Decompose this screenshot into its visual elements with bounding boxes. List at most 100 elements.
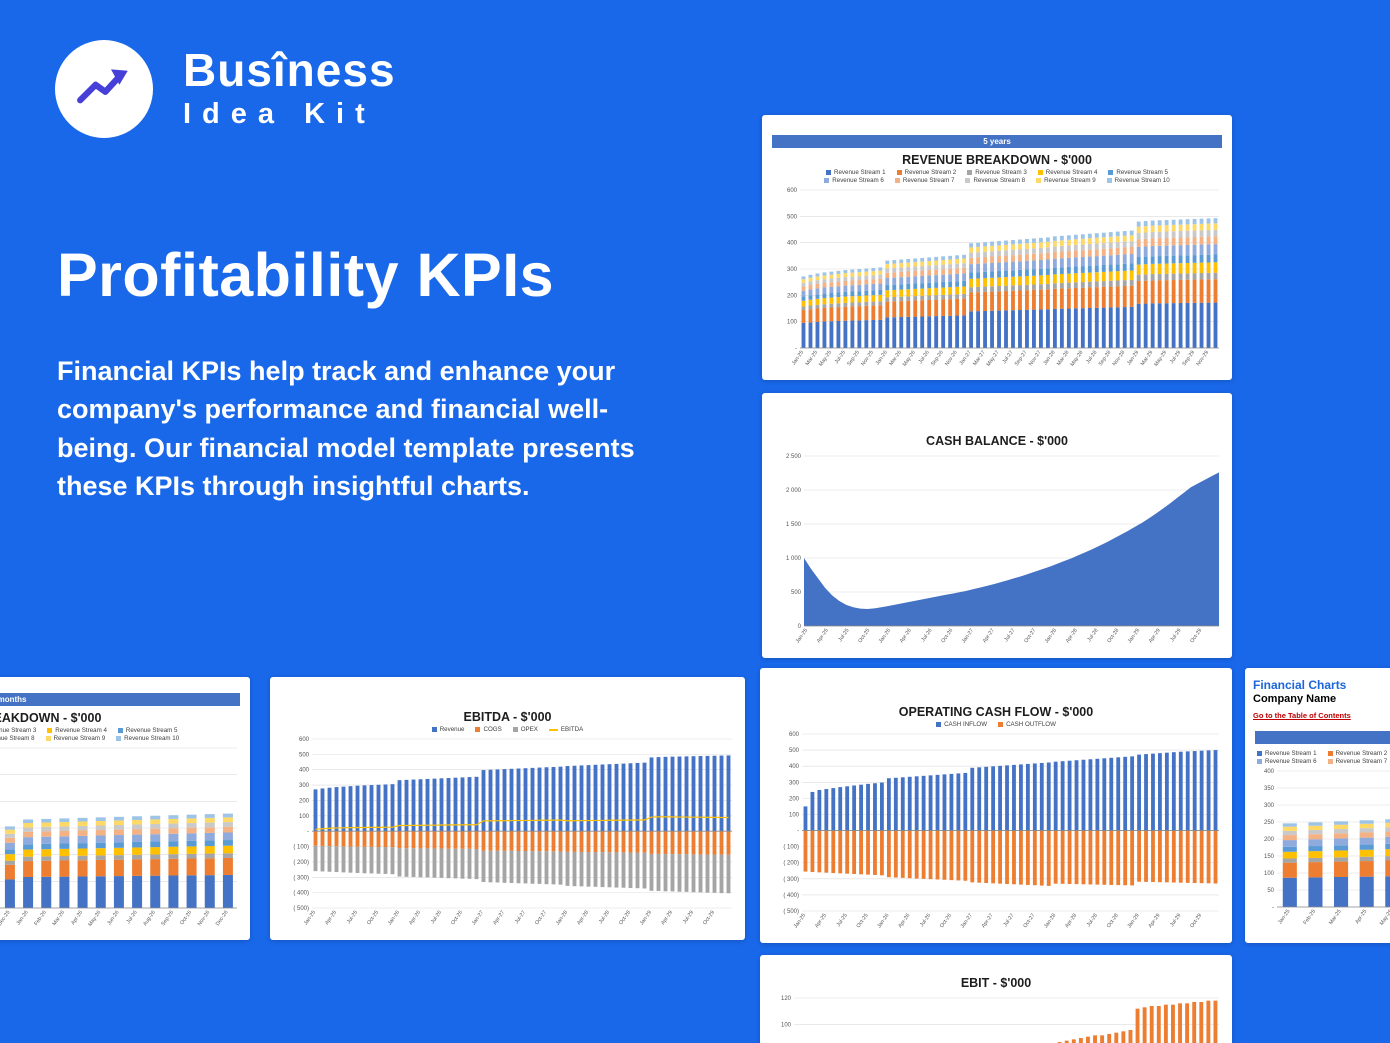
svg-text:Apr-25: Apr-25 (814, 913, 828, 930)
legend-line-marker (548, 728, 558, 731)
svg-text:500: 500 (787, 214, 798, 220)
side-card-header: Financial Charts Company Name Go to the … (1253, 678, 1390, 723)
svg-text:Apr-25: Apr-25 (816, 628, 830, 645)
svg-text:Mar-25: Mar-25 (1328, 909, 1343, 926)
legend-label: CASH INFLOW (944, 721, 988, 728)
brand-line2: Idea Kit (183, 97, 376, 130)
chart-legend: Revenue COGS OPEX EBITDA (278, 726, 737, 733)
ebitda-chart-svg: 600 500 400 300 200 100 - ( 100) ( 200) ( 300) ( 4… (293, 737, 732, 927)
legend-swatch (1257, 759, 1262, 764)
svg-text:Apr-28: Apr-28 (1064, 913, 1078, 930)
svg-text:Jul-27: Jul-27 (1002, 913, 1015, 928)
svg-text:Jan-26: Jan-26 (16, 910, 30, 927)
svg-text:Jul-28: Jul-28 (1085, 350, 1098, 365)
legend-label: Revenue Stream 10 (124, 735, 180, 742)
svg-text:Oct-27: Oct-27 (534, 910, 548, 927)
svg-text:Jan-29: Jan-29 (1127, 628, 1141, 645)
trend-arrow-icon (77, 69, 128, 104)
legend-item: CASH INFLOW (936, 721, 987, 728)
svg-text:Jul-29: Jul-29 (682, 910, 695, 925)
legend-item: CASH OUTFLOW (998, 721, 1056, 728)
svg-text:( 400): ( 400) (783, 893, 799, 899)
svg-text:Jul-26: Jul-26 (126, 910, 139, 925)
svg-text:Jul-29: Jul-29 (1169, 628, 1182, 643)
legend-swatch (47, 728, 53, 733)
svg-text:Sep-27: Sep-27 (1014, 350, 1029, 367)
legend-swatch (512, 727, 518, 732)
legend-swatch (896, 170, 902, 175)
svg-text:( 500): ( 500) (293, 906, 309, 912)
legend-label: CASH OUTFLOW (1006, 721, 1056, 728)
svg-text:( 500): ( 500) (783, 909, 799, 915)
svg-text:Nov-26: Nov-26 (944, 350, 959, 367)
legend-swatch (1327, 759, 1333, 764)
svg-text:Jul-26: Jul-26 (430, 910, 443, 925)
legend-item: Revenue Stream 1 (1257, 750, 1317, 757)
ebit-chart-svg: 12010080604020-Jan-25Apr-25Jul-25Oct-25J… (781, 996, 1219, 1043)
svg-text:500: 500 (789, 748, 800, 754)
svg-text:300: 300 (299, 783, 310, 789)
legend-swatch (1106, 178, 1112, 183)
svg-text:100: 100 (781, 1023, 792, 1029)
svg-text:Jul-29: Jul-29 (1169, 913, 1182, 928)
svg-text:400: 400 (789, 764, 800, 770)
legend-item: Revenue Stream 10 (1106, 177, 1170, 184)
legend-item: Revenue Stream 2 (896, 169, 957, 176)
legend-swatch (894, 178, 900, 183)
table-of-contents-link[interactable]: Go to the Table of Contents (1253, 711, 1351, 720)
svg-text:( 200): ( 200) (293, 860, 309, 866)
legend-item: Revenue Stream 5 (1108, 169, 1168, 176)
svg-text:Oct-26: Oct-26 (179, 910, 193, 927)
period-badge: 5 years (772, 135, 1222, 148)
svg-text:300: 300 (789, 780, 800, 786)
legend-label: Revenue Stream 2 (904, 169, 957, 176)
svg-text:Oct-25: Oct-25 (856, 913, 870, 930)
chart-title: EBITDA - $'000 (463, 710, 552, 724)
legend-swatch (431, 727, 437, 732)
brand-wordmark: Busîness Idea Kit (183, 47, 396, 131)
page-description: Financial KPIs help track and enhance yo… (57, 356, 635, 501)
svg-text:May-29: May-29 (1153, 350, 1168, 368)
svg-text:May-26: May-26 (902, 350, 917, 368)
legend-item: Revenue Stream 5 (117, 727, 177, 734)
legend-swatch (1037, 170, 1043, 175)
svg-text:300: 300 (787, 267, 798, 273)
rev24-chart-svg: 600500400300200100-Jan-25Feb-25Mar-25Apr… (0, 747, 237, 928)
svg-text:2 500: 2 500 (786, 454, 802, 460)
svg-text:Jan-26: Jan-26 (875, 350, 889, 367)
legend-item: Revenue Stream 9 (1036, 177, 1096, 184)
chart-title: CASH BALANCE - $'000 (926, 434, 1068, 448)
svg-text:Apr-28: Apr-28 (576, 910, 590, 927)
svg-text:2 000: 2 000 (786, 488, 802, 494)
legend-label: Revenue Stream 10 (1114, 177, 1170, 184)
company-name: Company Name (1253, 693, 1337, 705)
svg-text:Oct-25: Oct-25 (857, 628, 871, 645)
legend-item: Revenue Stream 7 (1327, 758, 1387, 765)
svg-text:Jul-28: Jul-28 (1086, 628, 1099, 643)
svg-text:Oct-26: Oct-26 (450, 910, 464, 927)
svg-text:Sep-29: Sep-29 (1181, 350, 1196, 367)
svg-text:Jan-26: Jan-26 (876, 913, 890, 930)
legend-swatch (826, 170, 832, 175)
chart-card-ebitda: EBITDA - $'000 Revenue COGS OPEX EBITDA 600… (270, 677, 745, 940)
svg-text:Jan-26: Jan-26 (387, 910, 401, 927)
svg-text:Jul-28: Jul-28 (598, 910, 611, 925)
svg-text:-: - (307, 829, 309, 835)
chart-plot: 600500400300200100-Jan-25Feb-25Mar-25Apr… (0, 742, 242, 934)
svg-text:Jan-28: Jan-28 (555, 910, 569, 927)
svg-text:Oct-26: Oct-26 (939, 913, 953, 930)
svg-text:150: 150 (1264, 854, 1275, 860)
brand: Busîness Idea Kit (55, 40, 396, 138)
svg-text:Jul-25: Jul-25 (836, 913, 849, 928)
svg-text:Jan-29: Jan-29 (639, 910, 653, 927)
svg-text:May-26: May-26 (87, 910, 102, 928)
svg-text:Sep-26: Sep-26 (930, 350, 945, 367)
svg-text:Apr-27: Apr-27 (492, 910, 506, 927)
svg-text:200: 200 (299, 798, 310, 804)
svg-text:100: 100 (789, 812, 800, 818)
svg-text:Oct-29: Oct-29 (1189, 628, 1203, 645)
svg-text:Nov-28: Nov-28 (1112, 350, 1127, 367)
brand-logo-icon (55, 40, 153, 138)
svg-text:Jul-26: Jul-26 (920, 628, 933, 643)
